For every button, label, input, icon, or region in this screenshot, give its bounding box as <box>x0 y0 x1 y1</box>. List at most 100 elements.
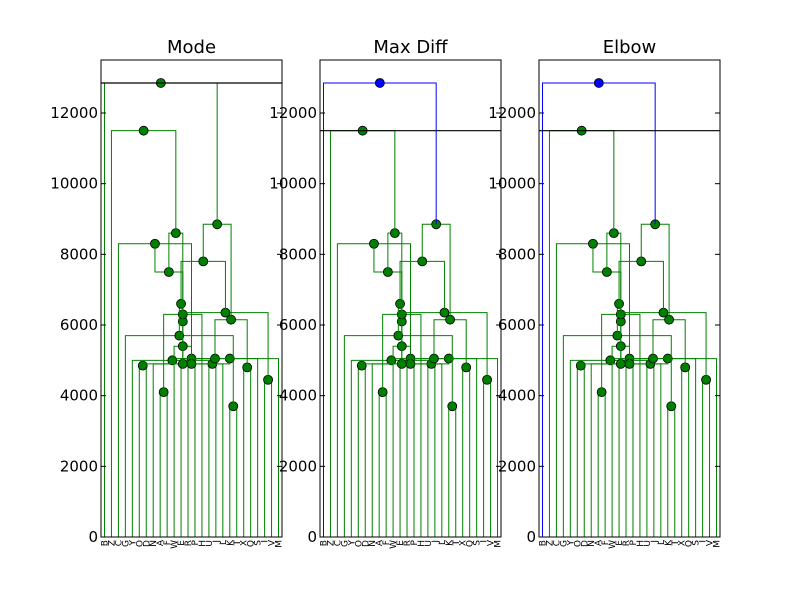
y-tick-label: 6000 <box>279 316 317 334</box>
y-tick-label: 12000 <box>269 104 317 122</box>
x-tick-label: F <box>601 540 611 545</box>
dendrogram-link <box>541 82 656 537</box>
panel-max-diff: Max Diff 0 2000 4000 6000 8000 10000 12000 BZCGY… <box>269 37 503 549</box>
x-tick-label: N <box>149 540 159 547</box>
x-tick-label: I <box>699 540 709 543</box>
dendrogram-link <box>620 312 707 380</box>
dendrogram-link <box>264 379 273 537</box>
x-tick-label: U <box>205 540 215 547</box>
x-tick-label: M <box>275 540 285 548</box>
x-tick-label: W <box>389 540 399 549</box>
x-tick-label: B <box>319 540 329 546</box>
x-tick-label: P <box>629 539 639 545</box>
x-tick-label: S <box>473 540 483 546</box>
dendrogram-link <box>569 359 651 537</box>
x-tick-label: A <box>594 539 604 546</box>
x-tick-label: B <box>100 540 110 546</box>
x-tick-label: V <box>268 539 278 546</box>
x-tick-label: L <box>657 540 667 545</box>
x-tick-label: V <box>706 539 716 546</box>
x-tick-label: E <box>177 540 187 546</box>
y-tick-label: 2000 <box>498 457 536 475</box>
dendrogram-link <box>117 243 192 537</box>
dendrogram-link <box>361 363 443 537</box>
y-tick-label: 2000 <box>279 457 317 475</box>
x-tick-label: Q <box>247 540 257 547</box>
x-tick-label: J <box>650 540 660 544</box>
x-tick-label: Y <box>566 540 576 547</box>
y-tick-label: 4000 <box>498 387 536 405</box>
dendrogram-link <box>350 359 432 537</box>
x-tick-label: C <box>333 540 343 546</box>
y-tick-label: 10000 <box>269 175 317 193</box>
x-tick-label: B <box>538 540 548 546</box>
dendrogram-link <box>142 363 224 537</box>
dendrogram-link <box>448 405 457 537</box>
dendrogram-link <box>131 359 213 537</box>
dendrogram-link <box>646 363 655 537</box>
x-tick-label: M <box>494 540 504 548</box>
x-tick-label: A <box>156 539 166 546</box>
y-tick-label: 0 <box>307 528 317 546</box>
x-tick-label: X <box>240 540 250 546</box>
y-tick-label: 0 <box>526 528 536 546</box>
y-tick-label: 6000 <box>60 316 98 334</box>
y-tick-label: 8000 <box>279 245 317 263</box>
y-tick-label: 6000 <box>498 316 536 334</box>
dendrogram-link <box>187 358 196 537</box>
dendrogram-link <box>173 345 192 537</box>
panel-mode: Mode 0 2000 4000 6000 8000 10000 12000 BZCGYODNA… <box>50 37 284 549</box>
x-tick-label: P <box>410 539 420 545</box>
dendrogram-link <box>702 379 711 537</box>
x-tick-label: H <box>198 540 208 547</box>
x-tick-label: J <box>431 540 441 544</box>
x-tick-label: J <box>212 540 222 544</box>
x-tick-label: R <box>403 540 413 546</box>
y-tick-label: 0 <box>88 528 98 546</box>
dendrogram-link <box>462 366 471 537</box>
plot-frame <box>319 59 502 538</box>
x-tick-label: Y <box>128 540 138 547</box>
x-tick-label: L <box>219 540 229 545</box>
x-tick-label: R <box>622 540 632 546</box>
x-tick-label: R <box>184 540 194 546</box>
dendrogram-link <box>322 82 437 537</box>
dendrogram-link <box>640 223 670 320</box>
panel-title: Mode <box>167 37 216 58</box>
dendrogram-link <box>180 260 226 313</box>
merge-point <box>138 125 149 136</box>
x-tick-label: C <box>552 540 562 546</box>
x-tick-label: H <box>636 540 646 547</box>
dendrogram-link <box>152 358 231 537</box>
panel-elbow: Elbow 0 2000 4000 6000 8000 10000 12000 BZCGYODN… <box>488 37 722 549</box>
dendrogram-link <box>555 243 630 537</box>
x-tick-label: U <box>643 540 653 547</box>
dendrogram-link <box>618 260 664 313</box>
x-tick-label: G <box>121 540 131 547</box>
x-tick-label: H <box>417 540 427 547</box>
dendrogram-link <box>427 363 436 537</box>
merge-point <box>374 78 385 88</box>
y-tick-label: 10000 <box>50 175 98 193</box>
y-tick-label: 4000 <box>279 387 317 405</box>
dendrogram-link <box>580 363 662 537</box>
x-tick-label: D <box>142 540 152 547</box>
dendrogram-link <box>548 130 615 537</box>
x-tick-label: T <box>233 540 243 547</box>
x-tick-label: Q <box>685 540 695 547</box>
panel-title: Elbow <box>603 37 657 58</box>
y-tick-label: 4000 <box>60 387 98 405</box>
dendrogram-link <box>202 223 232 320</box>
dendrogram-link <box>159 391 168 537</box>
dendrogram-link <box>110 130 177 537</box>
dendrogram-link <box>421 223 451 320</box>
x-tick-label: K <box>445 539 455 546</box>
x-tick-label: P <box>191 539 201 545</box>
x-tick-label: T <box>671 540 681 547</box>
dendrogram-link <box>667 405 676 537</box>
y-tick-label: 8000 <box>60 245 98 263</box>
x-tick-label: V <box>487 539 497 546</box>
dendrogram-link <box>399 260 445 313</box>
dendrogram-link <box>103 82 218 537</box>
